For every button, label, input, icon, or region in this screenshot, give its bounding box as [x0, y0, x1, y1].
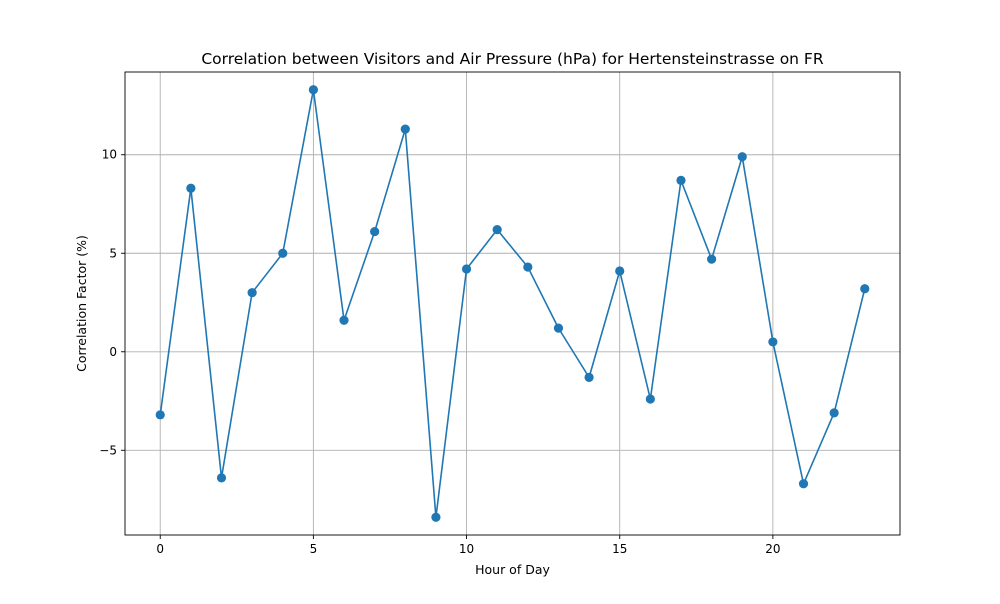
data-point [247, 288, 257, 298]
data-point [676, 175, 686, 185]
data-point [186, 183, 196, 193]
data-point [155, 410, 165, 420]
x-axis-label: Hour of Day [475, 562, 550, 577]
x-tick-label: 15 [612, 542, 627, 556]
data-point [431, 512, 441, 522]
y-tick-label: 10 [102, 148, 117, 162]
data-point [553, 323, 564, 333]
series-line [159, 88, 866, 519]
plot-frame [124, 71, 901, 536]
data-point [308, 85, 318, 95]
data-point [400, 124, 410, 134]
x-tick-label: 20 [765, 542, 780, 556]
tick-layer: 0 5 10 15 20 −5 0 5 10 [99, 148, 780, 556]
data-point [584, 372, 594, 382]
data-point [370, 226, 380, 237]
data-point [860, 284, 870, 294]
x-tick-label: 10 [459, 542, 474, 556]
chart-title: Correlation between Visitors and Air Pre… [201, 50, 823, 68]
data-point [615, 266, 625, 276]
y-tick-label: 0 [109, 345, 117, 359]
data-point [461, 264, 472, 274]
data-point [523, 262, 533, 272]
y-tick-label: 5 [109, 246, 117, 260]
data-point [798, 479, 809, 489]
x-tick-label: 5 [310, 542, 318, 556]
data-point [645, 394, 655, 404]
y-axis-label: Correlation Factor (%) [74, 235, 89, 372]
data-point [707, 254, 717, 264]
data-point [829, 408, 839, 418]
x-tick-label: 0 [156, 542, 164, 556]
data-point [492, 225, 502, 235]
series-layer [155, 85, 870, 522]
data-point [216, 473, 227, 483]
data-point [278, 248, 288, 258]
grid-layer [125, 72, 900, 535]
y-tick-label: −5 [99, 443, 117, 457]
data-point [768, 337, 778, 347]
data-point [339, 315, 349, 325]
data-point [737, 152, 747, 162]
